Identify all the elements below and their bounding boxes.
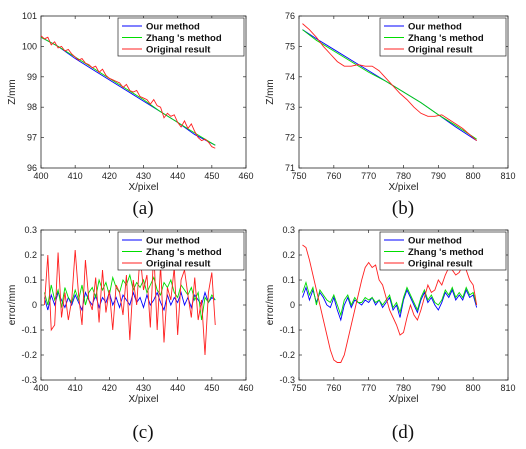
legend-label: Original result: [408, 258, 473, 269]
x-tick-label: 460: [238, 383, 253, 393]
y-tick-label: 71: [285, 163, 295, 173]
series-line-original: [41, 35, 216, 149]
series-line-original: [302, 23, 477, 141]
x-tick-label: 410: [68, 171, 83, 181]
x-tick-label: 810: [500, 383, 515, 393]
y-tick-label: -0.1: [21, 325, 37, 335]
x-axis-label: X/pixel: [388, 394, 418, 405]
legend-label: Original result: [408, 44, 473, 55]
y-tick-label: 0.1: [24, 275, 37, 285]
y-tick-label: 72: [285, 133, 295, 143]
y-tick-label: 0.1: [282, 275, 295, 285]
y-tick-label: 99: [27, 72, 37, 82]
x-tick-label: 430: [136, 171, 151, 181]
y-tick-label: -0.3: [279, 375, 295, 385]
chart-3: 750 760 770 780 790 800 810 -0.3 -0.2 -0.1 0 0.1 0.2…: [265, 225, 516, 443]
x-tick-label: 450: [204, 171, 219, 181]
x-tick-label: 810: [500, 171, 515, 181]
series-line-zhang: [302, 280, 478, 317]
x-tick-label: 760: [326, 383, 341, 393]
chart-caption: (b): [392, 198, 414, 219]
x-tick-label: 430: [136, 383, 151, 393]
legend-label: Zhang 's method: [146, 33, 222, 44]
chart-0: 400 410 420 430 440 450 460 96 97 98 99 100 101 X/pix…: [7, 11, 254, 219]
legend-label: Our method: [146, 21, 200, 32]
y-tick-label: -0.3: [21, 375, 37, 385]
x-tick-label: 780: [396, 171, 411, 181]
x-tick-label: 460: [238, 171, 253, 181]
y-tick-label: 0.3: [282, 225, 295, 235]
x-tick-label: 410: [68, 383, 83, 393]
legend-label: Zhang 's method: [408, 247, 484, 258]
x-tick-label: 440: [170, 171, 185, 181]
legend-label: Zhang 's method: [408, 33, 484, 44]
legend-label: Our method: [408, 235, 462, 246]
x-tick-label: 750: [291, 383, 306, 393]
x-tick-label: 400: [33, 171, 48, 181]
y-tick-label: 76: [285, 11, 295, 21]
legend-label: Zhang 's method: [146, 247, 222, 258]
y-tick-label: -0.1: [279, 325, 295, 335]
legend-box: [117, 17, 245, 57]
y-axis-label: Z/mm: [265, 79, 276, 105]
y-tick-label: 0.2: [282, 250, 295, 260]
x-tick-label: 800: [466, 383, 481, 393]
y-tick-label: 0: [290, 300, 295, 310]
series-line-zhang: [41, 36, 216, 146]
x-axis-label: X/pixel: [128, 182, 158, 193]
series-line-zhang: [302, 29, 477, 140]
x-tick-label: 750: [291, 171, 306, 181]
y-axis-label: error/mm: [265, 285, 276, 326]
y-tick-label: 101: [22, 11, 37, 21]
series-line-original: [43, 249, 216, 356]
y-tick-label: 73: [285, 102, 295, 112]
y-axis-label: Z/mm: [7, 79, 18, 105]
x-tick-label: 420: [102, 383, 117, 393]
y-tick-label: 98: [27, 102, 37, 112]
series-line-ours: [43, 290, 216, 312]
y-tick-label: 97: [27, 133, 37, 143]
x-tick-label: 770: [361, 171, 376, 181]
y-tick-label: -0.2: [279, 350, 295, 360]
chart-2: 400 410 420 430 440 450 460 -0.3 -0.2 -0.1 0 0.1 0.2…: [7, 225, 254, 443]
series-line-zhang: [43, 273, 216, 321]
y-tick-label: 75: [285, 41, 295, 51]
legend-label: Our method: [408, 21, 462, 32]
y-tick-label: 96: [27, 163, 37, 173]
chart-caption: (c): [132, 422, 153, 443]
x-tick-label: 770: [361, 383, 376, 393]
x-tick-label: 420: [102, 171, 117, 181]
legend-label: Our method: [146, 235, 200, 246]
x-tick-label: 760: [326, 171, 341, 181]
y-tick-label: 0.2: [24, 250, 37, 260]
y-tick-label: 0.3: [24, 225, 37, 235]
x-axis-label: X/pixel: [128, 394, 158, 405]
y-axis-label: error/mm: [7, 285, 18, 326]
chart-caption: (a): [132, 198, 153, 219]
x-tick-label: 440: [170, 383, 185, 393]
y-tick-label: 74: [285, 72, 295, 82]
x-tick-label: 780: [396, 383, 411, 393]
chart-caption: (d): [392, 422, 414, 443]
x-tick-label: 790: [431, 383, 446, 393]
y-tick-label: 100: [22, 41, 37, 51]
chart-1: 750 760 770 780 790 800 810 71 72 73 74 75 76 X/pixel…: [265, 11, 516, 219]
x-tick-label: 800: [466, 171, 481, 181]
series-line-ours: [302, 285, 478, 322]
x-axis-label: X/pixel: [388, 182, 418, 193]
legend-label: Original result: [146, 44, 211, 55]
legend-label: Original result: [146, 258, 211, 269]
y-tick-label: 0: [32, 300, 37, 310]
x-tick-label: 400: [33, 383, 48, 393]
x-tick-label: 450: [204, 383, 219, 393]
y-tick-label: -0.2: [21, 350, 37, 360]
x-tick-label: 790: [431, 171, 446, 181]
